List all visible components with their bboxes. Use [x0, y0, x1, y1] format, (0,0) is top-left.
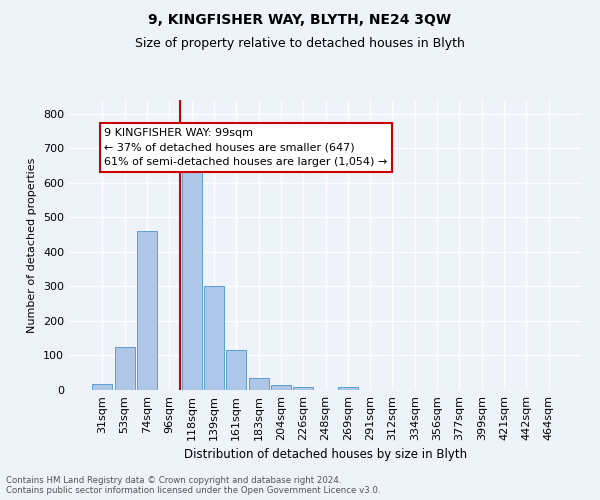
- Y-axis label: Number of detached properties: Number of detached properties: [28, 158, 37, 332]
- Bar: [204, 286, 224, 390]
- Bar: [115, 347, 135, 390]
- Bar: [293, 386, 313, 390]
- Bar: [92, 384, 112, 390]
- X-axis label: Distribution of detached houses by size in Blyth: Distribution of detached houses by size …: [184, 448, 467, 462]
- Text: Size of property relative to detached houses in Blyth: Size of property relative to detached ho…: [135, 38, 465, 51]
- Bar: [271, 385, 291, 390]
- Bar: [338, 386, 358, 390]
- Bar: [248, 378, 269, 390]
- Bar: [137, 231, 157, 390]
- Text: 9, KINGFISHER WAY, BLYTH, NE24 3QW: 9, KINGFISHER WAY, BLYTH, NE24 3QW: [148, 12, 452, 26]
- Bar: [226, 350, 246, 390]
- Text: Contains HM Land Registry data © Crown copyright and database right 2024.
Contai: Contains HM Land Registry data © Crown c…: [6, 476, 380, 495]
- Bar: [182, 160, 202, 390]
- Text: 9 KINGFISHER WAY: 99sqm
← 37% of detached houses are smaller (647)
61% of semi-d: 9 KINGFISHER WAY: 99sqm ← 37% of detache…: [104, 128, 388, 167]
